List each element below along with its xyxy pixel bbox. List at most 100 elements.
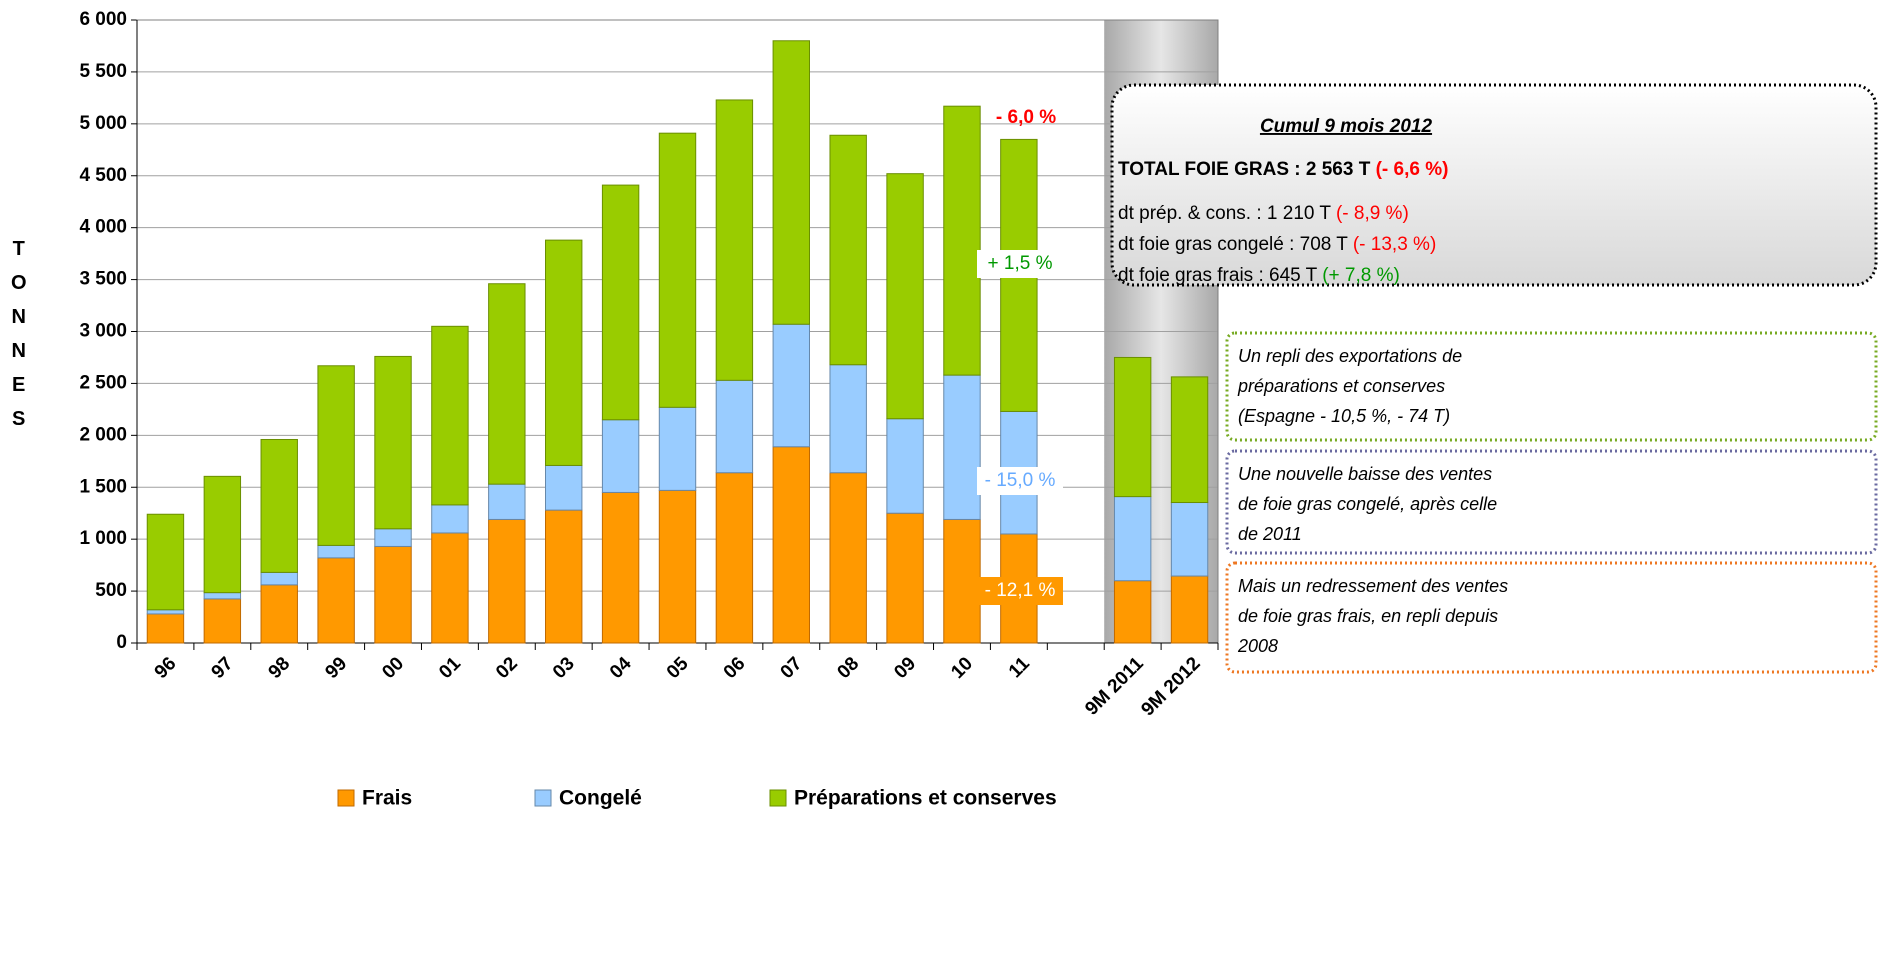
x-tick-label: 09: [890, 653, 920, 683]
bar-segment: [488, 483, 526, 520]
bar-segment: [715, 472, 754, 644]
y-tick-label: 5 500: [79, 61, 127, 82]
annotation: - 6,0 %: [996, 107, 1056, 128]
bar-segment: [488, 518, 526, 644]
bar-segment: [772, 446, 810, 644]
y-tick-label: 2 500: [79, 372, 127, 393]
summary-line-text: dt foie gras frais : 645 T: [1118, 265, 1318, 286]
legend-swatch: [337, 789, 355, 807]
summary-total-change: (- 6,6 %): [1376, 159, 1449, 180]
bar-segment: [146, 613, 185, 644]
bar-segment: [886, 173, 924, 420]
y-tick-label: 4 000: [79, 217, 127, 238]
bar-segment: [545, 509, 583, 644]
summary-title: Cumul 9 mois 2012: [1260, 116, 1433, 137]
legend-label: Préparations et conserves: [794, 787, 1057, 810]
note-box: [1225, 331, 1878, 442]
bar-segment: [431, 532, 469, 644]
note-text: Une nouvelle baisse des ventes: [1238, 464, 1492, 484]
note-text: 2008: [1237, 636, 1278, 656]
annotation-box: [977, 467, 1063, 495]
y-tick-label: 3 500: [79, 269, 127, 290]
bar-segment: [715, 379, 754, 474]
note-text: de foie gras congelé, après celle: [1238, 494, 1497, 514]
bar-segment: [658, 132, 697, 408]
bar-segment: [317, 544, 355, 559]
annotation: - 12,1 %: [985, 580, 1056, 601]
bar-segment: [1113, 580, 1152, 644]
bar-segment: [1113, 496, 1152, 582]
legend-swatch: [769, 789, 787, 807]
y-axis-label: TONNES: [8, 238, 30, 442]
bar-segment: [260, 571, 298, 586]
bar-segment: [545, 239, 583, 466]
x-tick-label: 97: [208, 653, 238, 683]
bar-segment: [431, 325, 469, 506]
x-tick-label: 00: [378, 653, 408, 683]
legend-swatch: [534, 789, 552, 807]
bar-segment: [943, 374, 981, 520]
legend-label: Frais: [362, 787, 412, 810]
bar-segment: [1170, 502, 1209, 577]
bar-segment: [1170, 575, 1209, 644]
bar-segment: [317, 557, 355, 644]
bar-segment: [545, 464, 583, 511]
bar-segment: [374, 545, 412, 644]
annotation-box: [977, 250, 1063, 278]
y-tick-label: 3 000: [79, 321, 127, 342]
bar-segment: [146, 609, 185, 615]
y-tick-label: 5 000: [79, 113, 127, 134]
bar-segment: [374, 528, 412, 547]
x-tick-label: 07: [777, 653, 807, 683]
x-tick-label: 11: [1005, 653, 1034, 682]
x-tick-label: 96: [151, 653, 181, 683]
x-tick-label: 06: [720, 653, 750, 683]
y-tick-label: 0: [116, 632, 127, 653]
bar-segment: [829, 364, 867, 474]
bar-segment: [488, 283, 526, 485]
x-tick-label: 9M 2011: [1081, 653, 1148, 720]
bar-segment: [203, 592, 242, 600]
note-text: préparations et conserves: [1237, 376, 1445, 396]
x-tick-label: 05: [663, 653, 693, 683]
summary-line-text: dt foie gras congelé : 708 T: [1118, 234, 1348, 255]
summary-line-change: (- 8,9 %): [1336, 203, 1409, 224]
bar-segment: [601, 184, 640, 421]
note-text: Mais un redressement des ventes: [1238, 576, 1508, 596]
bar-segment: [260, 438, 298, 573]
x-tick-label: 08: [833, 653, 863, 683]
bar-segment: [772, 323, 810, 448]
bar-segment: [374, 355, 412, 530]
bar-segment: [601, 491, 640, 644]
note-box: [1225, 449, 1878, 555]
bar-segment: [317, 365, 355, 546]
summary-line: dt prép. & cons. : 1 210 T (- 8,9 %): [1118, 203, 1409, 224]
bar-segment: [1113, 356, 1152, 498]
bar-segment: [203, 598, 242, 644]
y-tick-label: 1 500: [79, 476, 127, 497]
bar-segment: [886, 418, 924, 514]
x-tick-label: 02: [492, 653, 522, 683]
summary-total: TOTAL FOIE GRAS : 2 563 T (- 6,6 %): [1118, 159, 1448, 180]
x-tick-label: 9M 2012: [1137, 653, 1204, 720]
bar-segment: [772, 40, 810, 325]
y-tick-label: 2 000: [79, 424, 127, 445]
summary-line: dt foie gras congelé : 708 T (- 13,3 %): [1118, 234, 1436, 255]
y-tick-label: 1 000: [79, 528, 127, 549]
note-text: Un repli des exportations de: [1238, 346, 1462, 366]
legend-label: Congelé: [559, 787, 642, 810]
bar-segment: [260, 584, 298, 644]
x-tick-label: 99: [321, 653, 351, 683]
y-tick-label: 6 000: [79, 9, 127, 30]
bar-segment: [829, 472, 867, 644]
y-tick-label: 4 500: [79, 165, 127, 186]
y-tick-label: 500: [95, 580, 127, 601]
bar-segment: [601, 419, 640, 493]
annotation: - 15,0 %: [985, 470, 1056, 491]
x-tick-label: 03: [549, 653, 579, 683]
bar-segment: [886, 512, 924, 644]
bar-segment: [715, 99, 754, 381]
summary-total-text: TOTAL FOIE GRAS : 2 563 T: [1118, 159, 1371, 180]
bar-segment: [431, 504, 469, 534]
